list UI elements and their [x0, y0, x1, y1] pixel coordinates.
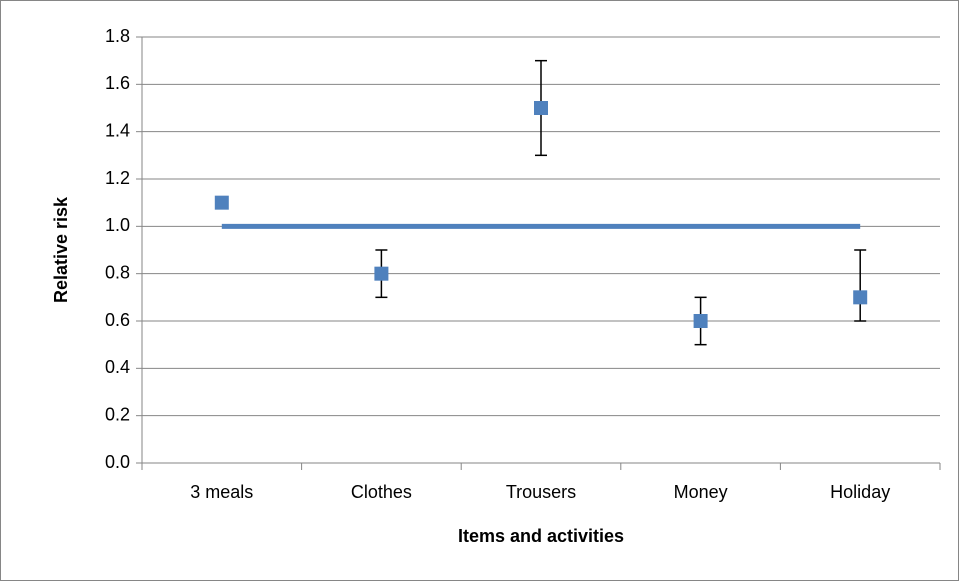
x-tick-label: Trousers — [506, 482, 576, 502]
x-axis-title: Items and activities — [458, 526, 624, 546]
y-tick-label: 1.6 — [105, 73, 130, 93]
x-tick-label: Holiday — [830, 482, 890, 502]
y-axis-title: Relative risk — [51, 196, 71, 303]
x-tick-label: 3 meals — [190, 482, 253, 502]
x-tick-label: Money — [674, 482, 728, 502]
y-tick-label: 1.0 — [105, 215, 130, 235]
x-tick-label: Clothes — [351, 482, 412, 502]
y-tick-label: 1.2 — [105, 168, 130, 188]
marker — [374, 266, 389, 281]
y-tick-label: 0.4 — [105, 357, 130, 377]
marker — [534, 101, 548, 115]
y-tick-label: 1.4 — [105, 120, 130, 140]
y-tick-label: 0.2 — [105, 404, 130, 424]
marker — [214, 195, 229, 210]
marker — [693, 314, 708, 328]
y-tick-label: 0.6 — [105, 310, 130, 330]
y-tick-label: 0.8 — [105, 262, 130, 282]
error-bar — [854, 249, 867, 322]
marker — [853, 290, 868, 305]
y-tick-label: 0.0 — [105, 452, 130, 472]
y-tick-label: 1.8 — [105, 26, 130, 46]
